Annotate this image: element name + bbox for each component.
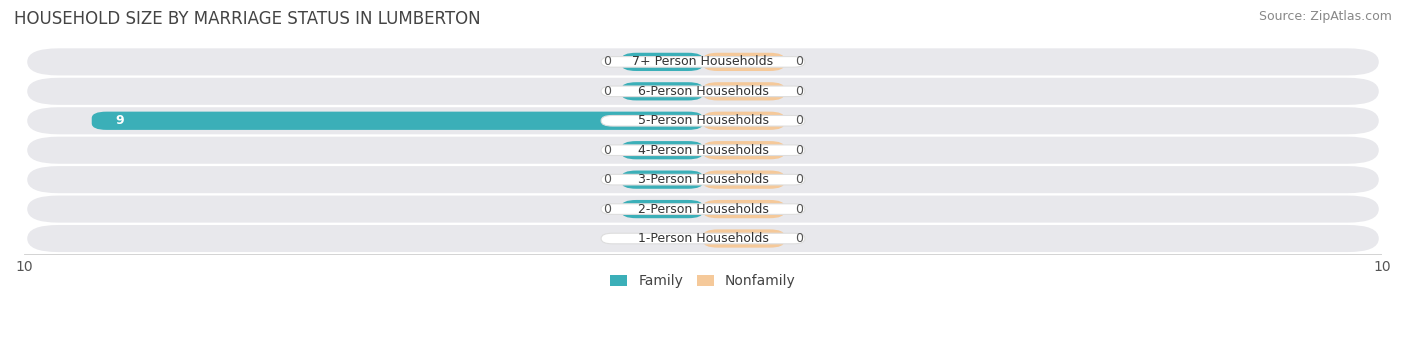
Text: 0: 0 (794, 203, 803, 216)
Text: 6-Person Households: 6-Person Households (637, 85, 769, 98)
Text: 2-Person Households: 2-Person Households (637, 203, 769, 216)
FancyBboxPatch shape (27, 78, 1379, 105)
FancyBboxPatch shape (27, 166, 1379, 193)
FancyBboxPatch shape (27, 195, 1379, 223)
Text: 0: 0 (603, 173, 612, 186)
Text: 0: 0 (794, 114, 803, 127)
Text: 0: 0 (794, 144, 803, 157)
Text: 0: 0 (603, 55, 612, 69)
FancyBboxPatch shape (621, 200, 703, 218)
Text: 0: 0 (794, 232, 803, 245)
FancyBboxPatch shape (703, 112, 785, 130)
FancyBboxPatch shape (27, 107, 1379, 134)
FancyBboxPatch shape (703, 53, 785, 71)
FancyBboxPatch shape (602, 233, 804, 244)
Text: 4-Person Households: 4-Person Households (637, 144, 769, 157)
Text: Source: ZipAtlas.com: Source: ZipAtlas.com (1258, 10, 1392, 23)
FancyBboxPatch shape (602, 86, 804, 97)
Text: HOUSEHOLD SIZE BY MARRIAGE STATUS IN LUMBERTON: HOUSEHOLD SIZE BY MARRIAGE STATUS IN LUM… (14, 10, 481, 28)
Text: 0: 0 (794, 173, 803, 186)
FancyBboxPatch shape (27, 48, 1379, 75)
Text: 0: 0 (603, 144, 612, 157)
Text: 0: 0 (603, 203, 612, 216)
Text: 0: 0 (603, 85, 612, 98)
FancyBboxPatch shape (621, 170, 703, 189)
FancyBboxPatch shape (602, 204, 804, 214)
FancyBboxPatch shape (602, 174, 804, 185)
Text: 0: 0 (794, 55, 803, 69)
FancyBboxPatch shape (703, 82, 785, 101)
FancyBboxPatch shape (621, 141, 703, 159)
FancyBboxPatch shape (703, 229, 785, 248)
FancyBboxPatch shape (703, 200, 785, 218)
FancyBboxPatch shape (602, 57, 804, 67)
FancyBboxPatch shape (703, 170, 785, 189)
Text: 1-Person Households: 1-Person Households (637, 232, 769, 245)
FancyBboxPatch shape (621, 82, 703, 101)
Legend: Family, Nonfamily: Family, Nonfamily (605, 269, 801, 294)
FancyBboxPatch shape (91, 112, 703, 130)
FancyBboxPatch shape (621, 53, 703, 71)
Text: 3-Person Households: 3-Person Households (637, 173, 769, 186)
FancyBboxPatch shape (27, 137, 1379, 164)
FancyBboxPatch shape (602, 145, 804, 155)
FancyBboxPatch shape (602, 116, 804, 126)
Text: 0: 0 (794, 85, 803, 98)
FancyBboxPatch shape (27, 225, 1379, 252)
Text: 5-Person Households: 5-Person Households (637, 114, 769, 127)
FancyBboxPatch shape (703, 141, 785, 159)
Text: 9: 9 (115, 114, 124, 127)
Text: 7+ Person Households: 7+ Person Households (633, 55, 773, 69)
